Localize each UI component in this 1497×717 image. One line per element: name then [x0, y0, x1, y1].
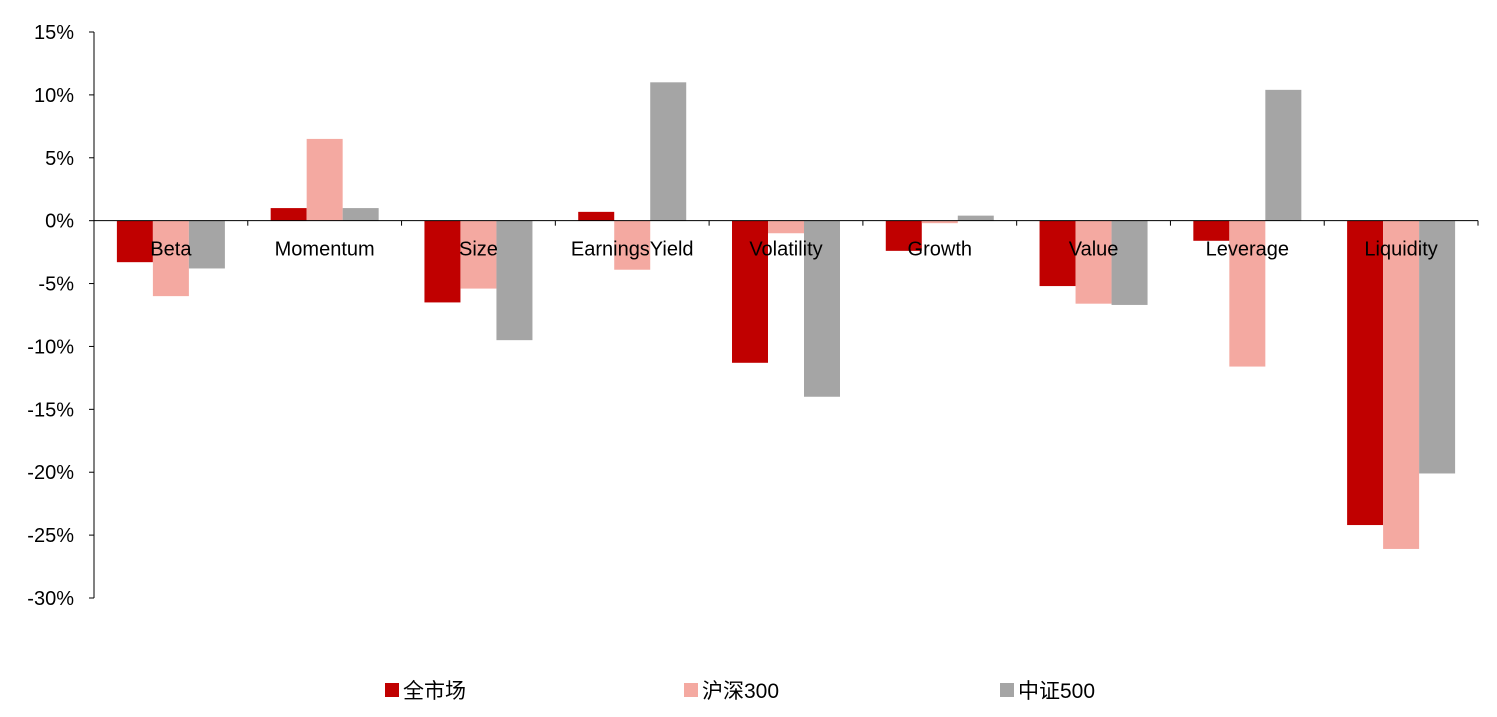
bar-3-leverage [1265, 89, 1302, 221]
bar-2-momentum [306, 138, 343, 221]
y-tick-label: -20% [27, 462, 74, 484]
bar-2-beta [152, 220, 189, 297]
bar-1-momentum [270, 208, 307, 221]
bar-2-value [1075, 220, 1112, 304]
category-label-size: Size [459, 239, 498, 261]
bar-chart: 15% 10% 5% 0% -5% -10% -15% -20% -25% -30% Beta Mo… [27, 22, 1479, 610]
legend-label-series-2: 沪深300 [702, 680, 780, 703]
legend-label-series-3: 中证500 [1018, 680, 1096, 703]
bar-1-beta [116, 220, 153, 263]
y-tick-label: 0% [45, 211, 74, 233]
category-label-volatility: Volatility [749, 239, 822, 261]
legend-swatch-series-2 [684, 683, 698, 697]
y-tick-label: 10% [34, 85, 74, 107]
bar-2-size [460, 220, 497, 289]
category-label-liquidity: Liquidity [1364, 239, 1437, 261]
legend-swatch-series-3 [1000, 683, 1014, 697]
bar-2-volatility [768, 220, 804, 234]
bar-3-value [1111, 220, 1148, 305]
category-label-momentum: Momentum [275, 239, 375, 261]
legend: 全市场 沪深300 中证500 [0, 675, 1497, 711]
y-tick-label: -25% [27, 525, 74, 547]
bar-3-beta [188, 220, 225, 269]
bar-1-liquidity [1347, 220, 1384, 526]
y-tick-label: 15% [34, 22, 74, 44]
category-label-earningsyield: EarningsYield [571, 239, 694, 261]
bar-1-growth [885, 220, 922, 251]
bar-1-size [424, 220, 461, 303]
category-label-leverage: Leverage [1206, 239, 1289, 261]
category-label-growth: Growth [908, 239, 972, 261]
y-tick-label: -15% [27, 399, 74, 421]
y-tick-label: -10% [27, 336, 74, 358]
legend-label-series-1: 全市场 [403, 680, 466, 703]
category-label-beta: Beta [150, 239, 192, 261]
legend-swatch-series-1 [385, 683, 399, 697]
bar-3-earningsyield [650, 82, 687, 221]
bar-3-growth [957, 215, 994, 221]
bars [116, 82, 1456, 549]
bar-1-leverage [1193, 220, 1230, 241]
legend-item-series-1: 全市场 [385, 675, 466, 705]
x-axis [94, 220, 1479, 226]
y-tick-label: -5% [38, 274, 74, 296]
bar-2-growth [921, 220, 958, 224]
bar-2-liquidity [1383, 220, 1420, 549]
legend-item-series-3: 中证500 [1000, 675, 1095, 705]
bar-3-volatility [804, 220, 840, 397]
y-axis: 15% 10% 5% 0% -5% -10% -15% -20% -25% -30% [27, 22, 95, 610]
bar-2-earningsyield [614, 220, 651, 270]
y-tick-label: -30% [27, 588, 74, 610]
bar-1-earningsyield [578, 211, 615, 221]
bar-3-momentum [342, 208, 379, 221]
y-tick-label: 5% [45, 148, 74, 170]
category-labels: Beta Momentum Size EarningsYield Volatility G… [150, 239, 1437, 261]
bar-1-volatility [732, 220, 768, 363]
category-label-value: Value [1069, 239, 1119, 261]
bar-3-size [496, 220, 533, 341]
bar-2-leverage [1229, 220, 1266, 367]
bar-3-liquidity [1419, 220, 1456, 474]
legend-item-series-2: 沪深300 [684, 675, 779, 705]
bar-1-value [1039, 220, 1076, 287]
